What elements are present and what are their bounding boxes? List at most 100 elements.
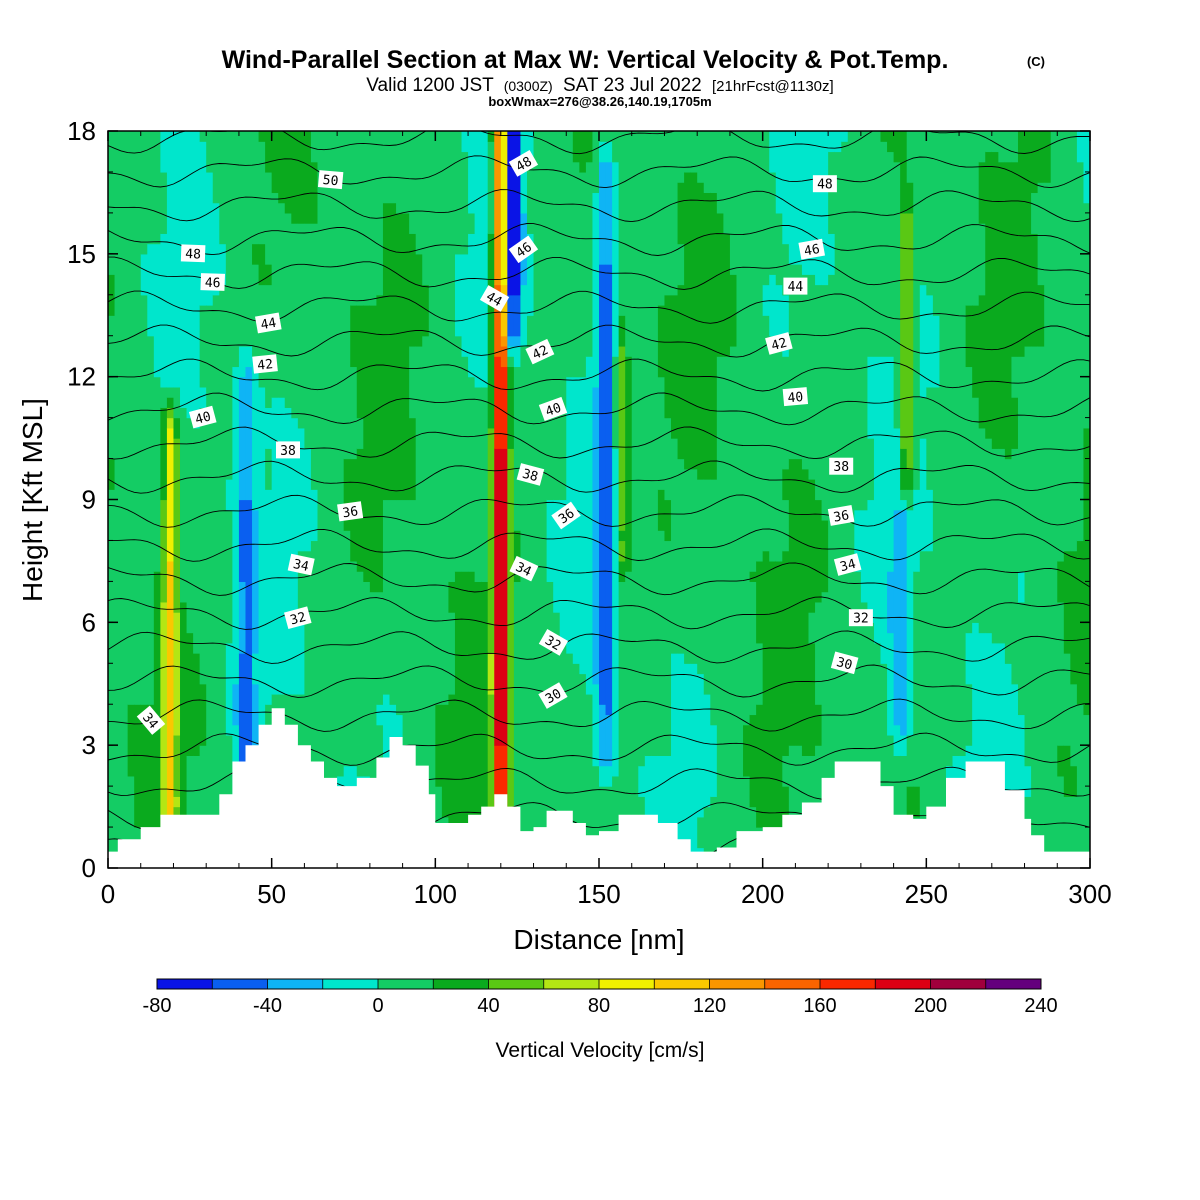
y-tick-label: 9 xyxy=(82,485,96,515)
theta-contour-line xyxy=(108,494,1090,528)
contour-label: 40 xyxy=(538,396,568,422)
svg-text:30: 30 xyxy=(835,655,854,674)
y-tick-label: 0 xyxy=(82,853,96,883)
contour-label: 34 xyxy=(833,553,862,576)
contour-label: 32 xyxy=(848,609,873,627)
colorbar-swatch xyxy=(875,979,931,989)
contour-labels: 5048464442403836343234484644424038363432… xyxy=(136,150,873,735)
theta-contour-line xyxy=(108,664,1090,698)
svg-text:40: 40 xyxy=(787,390,804,406)
plot-area: 5048464442403836343234484644424038363432… xyxy=(108,131,1090,868)
svg-text:46: 46 xyxy=(205,276,221,292)
colorbar-tick-label: -80 xyxy=(143,995,172,1017)
theta-contour-line xyxy=(108,596,1090,630)
valid-utc: (0300Z) xyxy=(504,78,553,94)
colorbar-swatch xyxy=(709,979,766,989)
y-tick-label: 3 xyxy=(82,730,96,760)
colorbar-swatch xyxy=(599,979,655,989)
contour-label: 42 xyxy=(252,354,278,374)
y-tick-label: 12 xyxy=(67,362,96,392)
contour-label: 36 xyxy=(337,501,364,522)
svg-text:34: 34 xyxy=(839,557,858,576)
theta-contour-line xyxy=(108,223,1090,256)
x-tick-label: 100 xyxy=(414,879,457,909)
copyright-mark: (C) xyxy=(1027,54,1045,69)
theta-contour-line xyxy=(108,630,1090,664)
svg-text:50: 50 xyxy=(322,173,339,189)
colorbar-swatch xyxy=(488,979,545,989)
box-info: boxWmax=276@38.26,140.19,1705m xyxy=(488,94,711,109)
colorbar-tick-label: 240 xyxy=(1024,995,1057,1017)
theta-contour-line xyxy=(108,189,1090,223)
x-tick-label: 250 xyxy=(905,879,948,909)
colorbar-tick-label: 200 xyxy=(914,995,947,1017)
y-tick-label: 15 xyxy=(67,239,96,269)
contour-label: 48 xyxy=(508,150,539,177)
svg-text:44: 44 xyxy=(483,289,504,310)
contour-label: 30 xyxy=(538,682,568,709)
colorbar-swatch xyxy=(378,979,434,989)
svg-text:36: 36 xyxy=(342,504,360,521)
svg-text:46: 46 xyxy=(514,240,535,261)
svg-text:48: 48 xyxy=(185,247,201,263)
svg-text:38: 38 xyxy=(833,460,849,475)
y-axis-label: Height [Kft MSL] xyxy=(17,398,48,602)
colorbar-swatch xyxy=(433,979,489,989)
y-tick-label: 6 xyxy=(82,607,96,637)
contour-label: 46 xyxy=(200,273,226,292)
svg-text:46: 46 xyxy=(803,242,821,259)
colorbar-swatch xyxy=(543,979,600,989)
contour-label: 48 xyxy=(812,175,837,193)
colorbar-tick-label: 120 xyxy=(693,995,726,1017)
colorbar-swatch xyxy=(985,979,1042,989)
svg-text:38: 38 xyxy=(521,467,540,486)
theta-contour-line xyxy=(108,392,1090,426)
theta-contour-line xyxy=(108,426,1090,460)
svg-text:44: 44 xyxy=(260,316,278,334)
theta-contour-line xyxy=(108,256,1090,290)
terrain xyxy=(108,708,1090,868)
colorbar-tick-label: 0 xyxy=(372,995,383,1017)
contour-label: 38 xyxy=(516,463,545,486)
colorbar: -80 -40 0 40 80 120 160 200 240 xyxy=(143,978,1058,1017)
svg-text:32: 32 xyxy=(289,610,308,629)
chart-subtitle: Valid 1200 JST (0300Z) SAT 23 Jul 2022 [… xyxy=(366,75,833,96)
theta-contour-line xyxy=(108,460,1090,494)
contour-label: 42 xyxy=(525,338,555,365)
contour-label: 38 xyxy=(829,457,854,475)
contour-label: 38 xyxy=(276,441,300,459)
x-tick-label: 50 xyxy=(257,879,286,909)
contour-label: 32 xyxy=(283,606,312,630)
svg-text:48: 48 xyxy=(817,178,833,193)
svg-text:40: 40 xyxy=(194,409,213,428)
colorbar-swatch xyxy=(930,979,987,989)
contour-label: 36 xyxy=(551,501,581,530)
forecast-tag: [21hrFcst@1130z] xyxy=(712,78,834,95)
colorbar-swatch xyxy=(322,979,379,989)
svg-text:36: 36 xyxy=(556,506,577,527)
chart-header: Wind-Parallel Section at Max W: Vertical… xyxy=(222,46,1045,109)
terrain-profile xyxy=(108,708,1090,868)
y-tick-label: 18 xyxy=(67,116,96,146)
contour-label: 50 xyxy=(317,170,344,189)
svg-text:42: 42 xyxy=(770,336,789,355)
colorbar-swatch xyxy=(654,979,710,989)
contour-label: 42 xyxy=(765,332,793,355)
x-tick-label: 150 xyxy=(577,879,620,909)
contour-label: 40 xyxy=(188,405,217,429)
svg-text:42: 42 xyxy=(257,357,274,374)
svg-text:34: 34 xyxy=(292,557,311,575)
colorbar-swatch xyxy=(820,979,876,989)
svg-text:34: 34 xyxy=(513,560,534,580)
contour-label: 34 xyxy=(509,555,539,582)
theta-contour-line xyxy=(108,131,1090,155)
svg-text:48: 48 xyxy=(514,154,535,175)
x-tick-label: 0 xyxy=(101,879,115,909)
colorbar-swatch xyxy=(267,979,324,989)
svg-text:42: 42 xyxy=(530,343,551,363)
colorbar-label: Vertical Velocity [cm/s] xyxy=(496,1039,705,1062)
contour-label: 44 xyxy=(783,277,808,295)
contour-label: 34 xyxy=(287,553,315,576)
colorbar-swatch xyxy=(157,979,213,989)
colorbar-tick-label: 80 xyxy=(588,995,610,1017)
